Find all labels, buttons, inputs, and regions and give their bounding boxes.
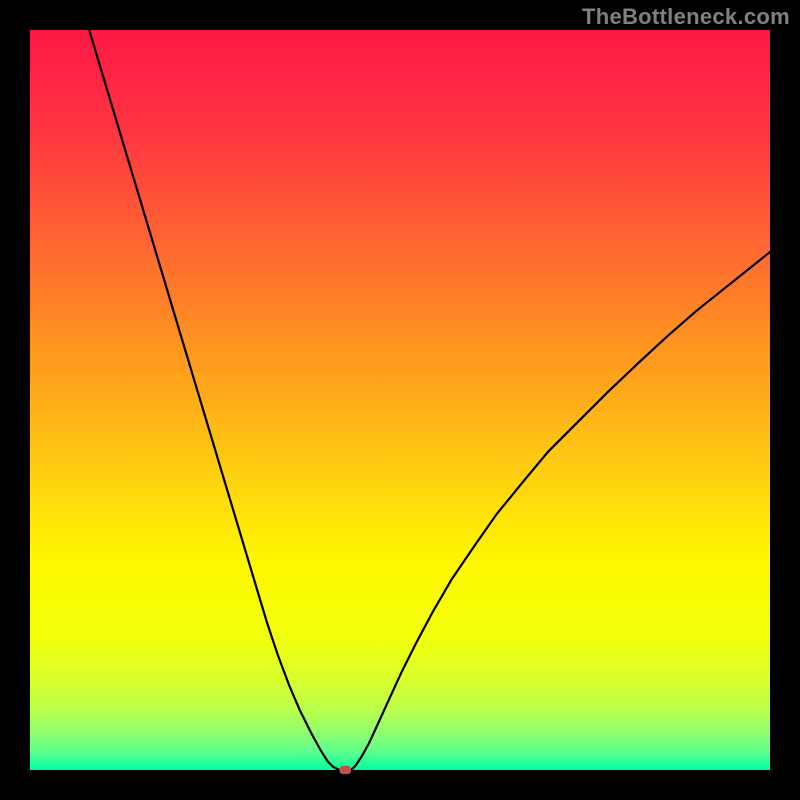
chart-container: TheBottleneck.com bbox=[0, 0, 800, 800]
plot-area bbox=[30, 30, 770, 770]
bottleneck-chart bbox=[0, 0, 800, 800]
bottleneck-marker bbox=[339, 766, 351, 774]
watermark-text: TheBottleneck.com bbox=[582, 4, 790, 30]
